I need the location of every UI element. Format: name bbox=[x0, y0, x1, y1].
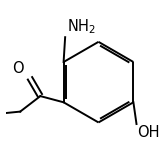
Text: O: O bbox=[12, 61, 23, 76]
Text: NH$_2$: NH$_2$ bbox=[67, 18, 96, 36]
Text: OH: OH bbox=[137, 125, 160, 140]
